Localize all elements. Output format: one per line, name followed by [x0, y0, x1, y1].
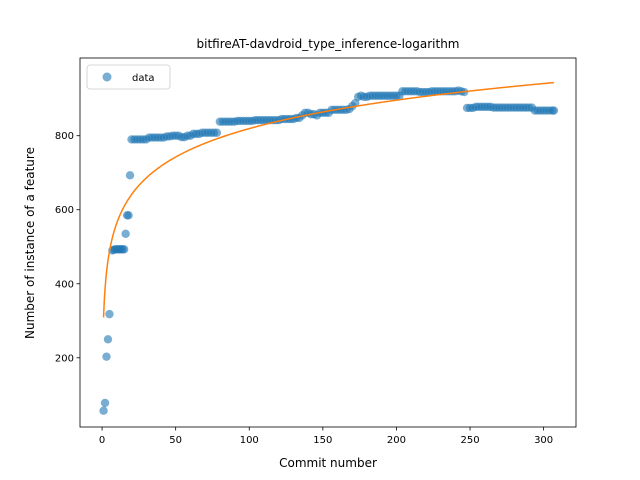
data-point — [100, 398, 110, 408]
data-point — [119, 245, 129, 254]
data-point — [125, 171, 135, 180]
y-axis: 200 400 600 800 — [55, 131, 80, 364]
x-tick-label: 250 — [460, 435, 479, 446]
x-axis: 0 50 100 150 200 250 300 — [99, 427, 553, 446]
x-tick-label: 100 — [240, 435, 259, 446]
y-tick-label: 200 — [55, 353, 74, 364]
x-tick-label: 200 — [387, 435, 406, 446]
x-tick-label: 300 — [534, 435, 553, 446]
x-axis-label: Commit number — [279, 456, 377, 470]
y-tick-label: 600 — [55, 205, 74, 216]
plot-area — [99, 81, 559, 415]
data-point — [121, 229, 130, 239]
legend-marker — [102, 72, 112, 82]
chart-title: bitfireAT-davdroid_type_inference-logari… — [197, 37, 460, 51]
y-axis-label: Number of instance of a feature — [23, 147, 37, 339]
legend: data — [86, 64, 171, 90]
data-point — [212, 128, 222, 137]
x-tick-label: 50 — [169, 435, 182, 446]
data-point — [124, 211, 133, 220]
x-tick-label: 150 — [313, 435, 332, 446]
fit-line — [102, 81, 554, 318]
y-tick-label: 400 — [55, 279, 74, 290]
data-point — [351, 98, 360, 108]
legend-box — [86, 64, 171, 90]
y-tick-label: 800 — [55, 131, 74, 142]
legend-label: data — [132, 73, 155, 84]
x-tick-label: 0 — [99, 435, 105, 446]
data-point — [102, 352, 111, 361]
data-point — [105, 309, 114, 319]
data-point — [99, 406, 108, 415]
axes-frame — [79, 57, 577, 428]
data-point — [549, 106, 559, 115]
data-point — [103, 335, 113, 344]
